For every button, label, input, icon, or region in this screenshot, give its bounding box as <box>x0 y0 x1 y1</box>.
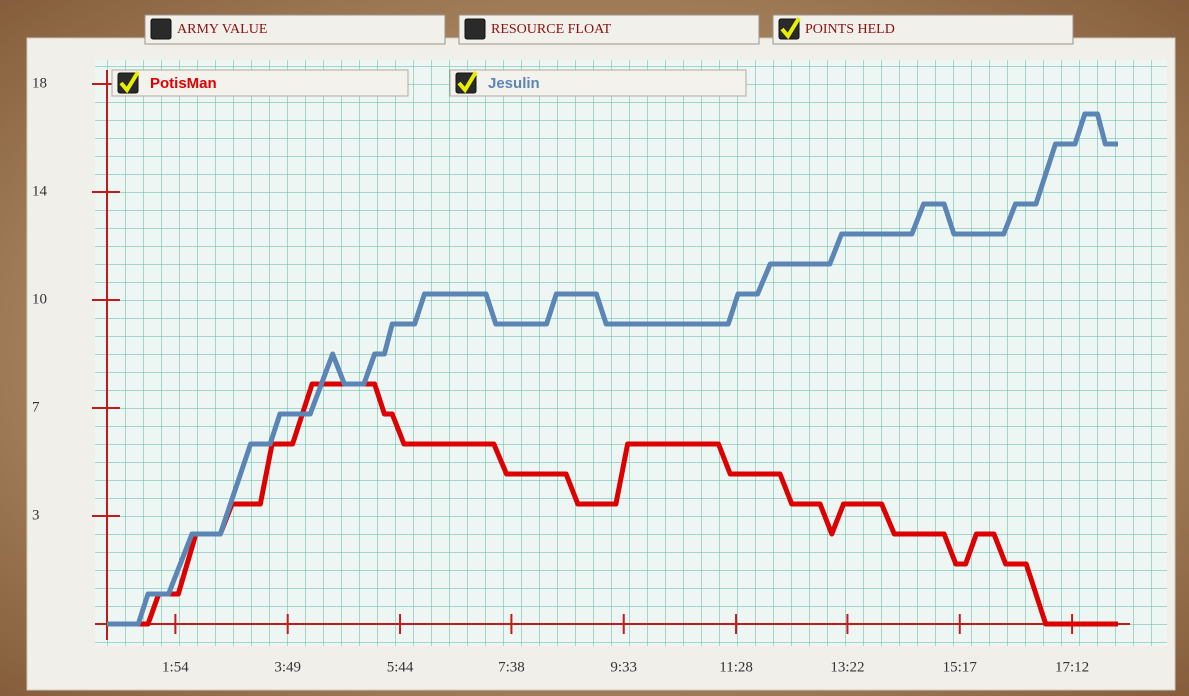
y-tick-label: 7 <box>32 399 40 415</box>
y-tick-label: 14 <box>32 183 48 199</box>
legend-button[interactable] <box>449 69 747 97</box>
x-tick-label: 1:54 <box>162 659 189 675</box>
y-tick-label: 18 <box>32 75 47 91</box>
tab-button[interactable] <box>144 14 446 45</box>
x-tick-label: 17:12 <box>1055 659 1089 675</box>
legend-button[interactable] <box>111 69 409 97</box>
x-tick-label: 9:33 <box>610 659 637 675</box>
x-tick-label: 15:17 <box>943 659 978 675</box>
tab-button[interactable] <box>772 14 1074 45</box>
check-mark <box>457 70 478 94</box>
legend-label[interactable]: PotisMan <box>150 75 217 92</box>
tab-bar: ARMY VALUE RESOURCE FLOAT POINTS HELD <box>144 14 1074 45</box>
y-tick-label: 10 <box>32 291 47 307</box>
x-tick-label: 11:28 <box>719 659 753 675</box>
checkbox[interactable] <box>464 18 486 40</box>
x-tick-label: 3:49 <box>274 659 301 675</box>
x-tick-label: 13:22 <box>830 659 864 675</box>
check-mark <box>119 70 140 94</box>
checkbox[interactable] <box>150 18 172 40</box>
series-line <box>107 381 1118 627</box>
check-mark <box>780 16 801 40</box>
tab-label[interactable]: ARMY VALUE <box>177 22 267 37</box>
chart: 3 7 10 14 18 1:54 3:49 5:44 7:38 9:33 11:28 13:22 15… <box>32 69 1130 675</box>
tab-label[interactable]: RESOURCE FLOAT <box>491 22 612 37</box>
x-tick-label: 7:38 <box>498 659 525 675</box>
x-tick-label: 5:44 <box>387 659 414 675</box>
series-line <box>107 111 1118 627</box>
tab-label[interactable]: POINTS HELD <box>805 22 895 37</box>
tab-button[interactable] <box>458 14 760 45</box>
legend-label[interactable]: Jesulin <box>488 75 540 92</box>
grid-cells <box>95 60 1167 646</box>
y-tick-label: 3 <box>32 507 40 523</box>
